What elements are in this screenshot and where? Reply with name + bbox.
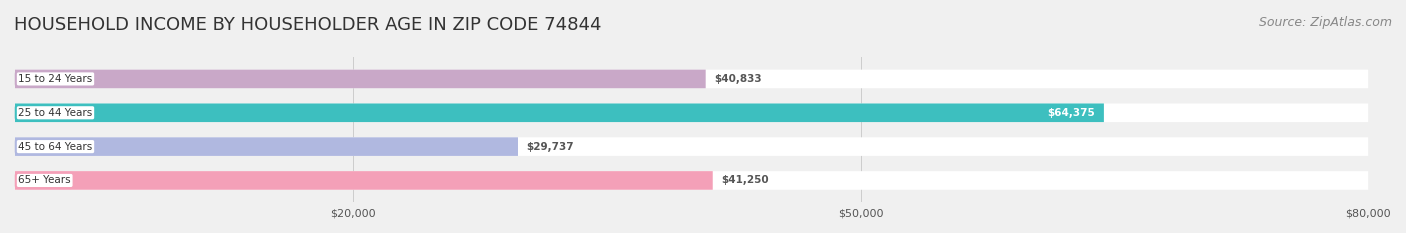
Text: 45 to 64 Years: 45 to 64 Years bbox=[18, 142, 93, 152]
Text: 15 to 24 Years: 15 to 24 Years bbox=[18, 74, 93, 84]
Text: 65+ Years: 65+ Years bbox=[18, 175, 72, 185]
FancyBboxPatch shape bbox=[15, 70, 706, 88]
FancyBboxPatch shape bbox=[15, 171, 713, 190]
Text: $64,375: $64,375 bbox=[1047, 108, 1095, 118]
Text: $40,833: $40,833 bbox=[714, 74, 762, 84]
Text: $29,737: $29,737 bbox=[526, 142, 574, 152]
FancyBboxPatch shape bbox=[15, 137, 1368, 156]
Text: 25 to 44 Years: 25 to 44 Years bbox=[18, 108, 93, 118]
FancyBboxPatch shape bbox=[15, 137, 517, 156]
FancyBboxPatch shape bbox=[15, 70, 1368, 88]
FancyBboxPatch shape bbox=[15, 171, 1368, 190]
Text: Source: ZipAtlas.com: Source: ZipAtlas.com bbox=[1258, 16, 1392, 29]
FancyBboxPatch shape bbox=[15, 103, 1368, 122]
Text: $41,250: $41,250 bbox=[721, 175, 769, 185]
FancyBboxPatch shape bbox=[15, 103, 1104, 122]
Text: HOUSEHOLD INCOME BY HOUSEHOLDER AGE IN ZIP CODE 74844: HOUSEHOLD INCOME BY HOUSEHOLDER AGE IN Z… bbox=[14, 16, 602, 34]
